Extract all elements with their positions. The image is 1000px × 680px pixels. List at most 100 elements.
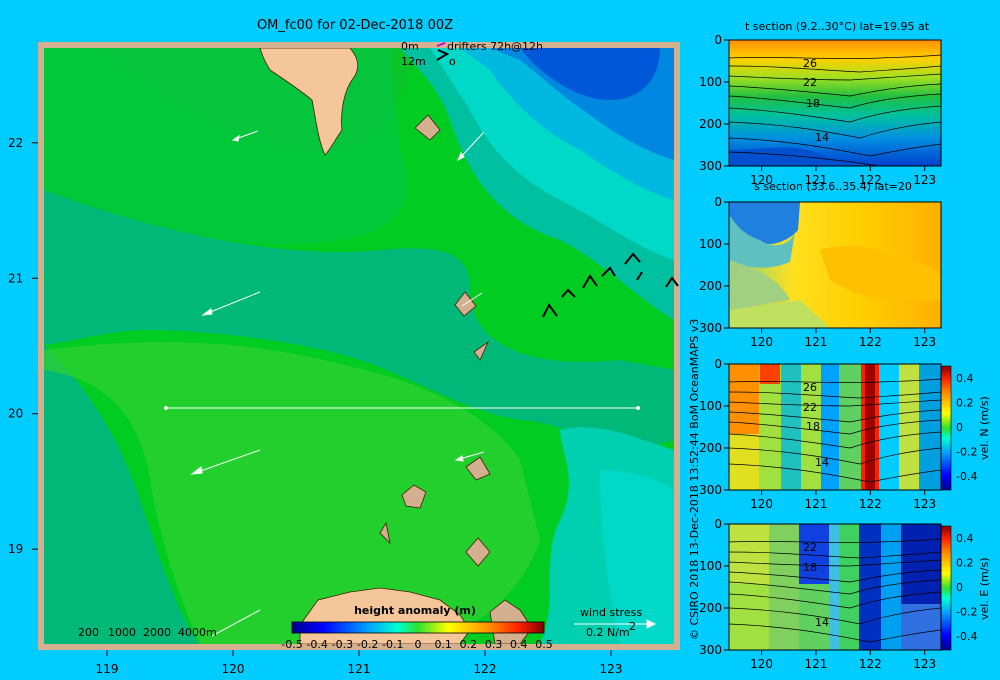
copyright: © CSIRO 2018 13-Dec-2018 13:52:44 BoM Oc… [688,319,701,640]
section-ytick-label: 100 [699,237,722,251]
bathy-legend-4000: 4000m [178,626,217,639]
ve-contour-14: 14 [815,616,829,629]
drifter-depth-0m: 0m [401,40,419,53]
s-section-plot [729,202,941,328]
map-xtick-label: 122 [474,662,497,676]
vn-label: vel. N (m/s) [978,396,991,460]
vn-contour-22: 22 [803,401,817,414]
colorbar-tick-label: 0.3 [485,638,503,651]
map-ytick-label: 22 [8,136,23,150]
drifter-legend-o: o [449,55,456,68]
colorbar-tick-label: 0.4 [510,638,528,651]
section-xtick-label: 122 [859,335,882,349]
ve-colorbar [940,525,952,651]
section-ytick-label: 200 [699,117,722,131]
ve-label: vel. E (m/s) [978,557,991,620]
sea-level-field [44,48,674,644]
map-ytick-label: 20 [8,407,23,421]
vn-contour-14: 14 [815,456,829,469]
section-axes: 120 121 122 123 0 100 200 300 120 121 122 123 0 100 20… [699,33,977,671]
section-ytick-label: 0 [714,517,722,531]
section-end [636,406,640,410]
t-section-plot [728,40,942,167]
colorbar-tick-label: -0.2 [357,638,378,651]
map-ytick-label: 19 [8,542,23,556]
section-colorbar-tick: 0.4 [956,372,974,385]
section-frame [728,39,942,167]
section-xtick-label: 120 [750,497,773,511]
section-colorbar-tick: 0.2 [956,397,974,410]
section-ytick-label: 100 [699,559,722,573]
colorbar-tick-label: -0.5 [281,638,302,651]
t-contour-14: 14 [815,131,829,144]
section-xtick-label: 121 [805,335,828,349]
section-xtick-label: 120 [750,173,773,187]
section-start [164,406,168,410]
section-ytick-label: 300 [699,321,722,335]
section-colorbar-tick: -0.4 [956,630,977,643]
section-frame [728,201,942,329]
wind-scale-exp: 2 [629,620,636,633]
section-colorbar-tick: -0.2 [956,606,977,619]
t-section-title: t section (9.2..30°C) lat=19.95 at [745,20,930,33]
bathy-legend-200: 200 [78,626,99,639]
section-colorbar-tick: 0.2 [956,557,974,570]
t-contour-22: 22 [803,76,817,89]
map-xtick-label: 121 [348,662,371,676]
section-xtick-label: 120 [750,335,773,349]
section-ytick-label: 200 [699,441,722,455]
section-ytick-label: 300 [699,643,722,657]
ve-contour-18: 18 [803,561,817,574]
section-colorbar-tick: 0 [956,421,963,434]
section-xtick-label: 123 [913,657,936,671]
vn-contour-26: 26 [803,381,817,394]
wind-vectors [190,130,657,637]
ve-contour-22: 22 [803,541,817,554]
colorbar-tick-label: 0.5 [535,638,553,651]
section-ytick-label: 100 [699,75,722,89]
colorbar-ticks: -0.5 -0.4 -0.3 -0.2 -0.1 0 0.1 0.2 0.3 0.4 0.5 [281,638,552,651]
bathy-legend-1000: 1000 [108,626,136,639]
section-xtick-label: 121 [805,657,828,671]
section-ytick-label: 200 [699,279,722,293]
map-ytick-label: 21 [8,271,23,285]
map-xtick-label: 119 [96,662,119,676]
section-colorbar-tick: 0 [956,581,963,594]
wind-scale-label: 0.2 N/m [586,626,630,639]
section-xtick-label: 121 [805,173,828,187]
section-xtick-label: 122 [859,657,882,671]
section-xtick-label: 123 [913,497,936,511]
t-contour-26: 26 [803,57,817,70]
section-ytick-label: 300 [699,159,722,173]
vn-section-plot [728,364,942,490]
section-ytick-label: 200 [699,601,722,615]
section-ytick-label: 0 [714,195,722,209]
colorbar [291,621,545,634]
colorbar-tick-label: -0.4 [306,638,327,651]
section-xtick-label: 122 [859,173,882,187]
section-frame [728,363,942,491]
map-xtick-label: 120 [222,662,245,676]
drifters [436,42,679,318]
colorbar-tick-label: 0.2 [460,638,478,651]
section-ytick-label: 300 [699,483,722,497]
s-section-title: s section (33.6..35.4) lat=20 [754,180,912,193]
drifter-depth-12m: 12m [401,55,426,68]
section-colorbar-tick: 0.4 [956,532,974,545]
section-colorbar-tick: -0.4 [956,470,977,483]
section-frame [728,523,942,651]
section-ytick-label: 100 [699,399,722,413]
vn-colorbar [940,365,952,491]
bathy-legend-2000: 2000 [143,626,171,639]
section-xtick-label: 123 [913,335,936,349]
section-colorbar-tick: -0.2 [956,446,977,459]
drifter-legend-label: drifters 72h@12h [447,40,543,53]
colorbar-tick-label: 0.1 [434,638,452,651]
map-title: OM_fc00 for 02-Dec-2018 00Z [257,18,453,33]
colorbar-tick-label: -0.3 [332,638,353,651]
section-xtick-label: 123 [913,173,936,187]
section-xtick-label: 120 [750,657,773,671]
colorbar-tick-label: -0.1 [382,638,403,651]
vn-contour-18: 18 [806,420,820,433]
